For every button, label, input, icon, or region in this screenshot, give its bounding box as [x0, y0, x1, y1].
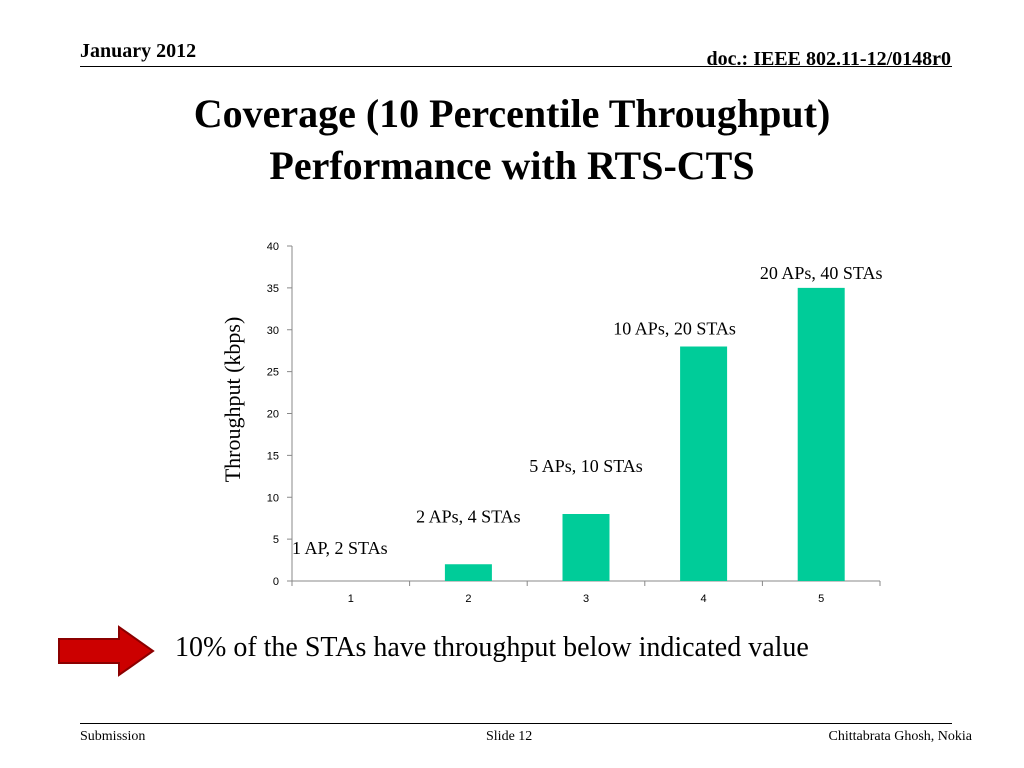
y-tick-label: 10 [267, 492, 279, 504]
bar-5 [797, 287, 845, 581]
header-divider [80, 66, 952, 67]
callout-text: 10% of the STAs have throughput below in… [175, 632, 809, 663]
x-tick-label: 4 [701, 593, 707, 605]
footer-divider [80, 723, 952, 724]
y-tick-label: 20 [267, 409, 279, 421]
y-tick-label: 40 [267, 241, 279, 253]
y-tick-label: 35 [267, 283, 279, 295]
data-label: 2 APs, 4 STAs [416, 506, 521, 526]
slide-title: Coverage (10 Percentile Throughput) Perf… [0, 88, 1024, 192]
slide-title-line-1: Coverage (10 Percentile Throughput) [193, 91, 831, 136]
x-tick-label: 1 [348, 593, 354, 605]
y-tick-label: 15 [267, 450, 279, 462]
y-tick-label: 5 [273, 534, 279, 546]
footer-author: Chittabrata Ghosh, Nokia [828, 729, 972, 744]
x-tick-label: 5 [818, 593, 824, 605]
y-tick-label: 30 [267, 325, 279, 337]
bar-4 [680, 346, 728, 581]
data-label: 20 APs, 40 STAs [760, 263, 883, 283]
footer-slide-number: Slide 12 [486, 729, 533, 744]
y-tick-label: 25 [267, 367, 279, 379]
y-axis-label: Throughput (kbps) [220, 317, 245, 483]
slide-title-line-2: Performance with RTS-CTS [269, 143, 755, 188]
header-doc-id: doc.: IEEE 802.11-12/0148r0 [706, 48, 951, 70]
bar-3 [562, 514, 610, 581]
y-tick-label: 0 [273, 576, 279, 588]
footer-submission: Submission [80, 729, 146, 744]
bar-2 [444, 564, 492, 581]
header-date: January 2012 [80, 40, 197, 62]
data-label: 1 AP, 2 STAs [292, 538, 388, 558]
x-tick-label: 2 [465, 593, 471, 605]
data-label: 10 APs, 20 STAs [613, 319, 736, 339]
data-label: 5 APs, 10 STAs [529, 456, 643, 476]
right-arrow-icon [58, 625, 155, 677]
x-tick-label: 3 [583, 593, 589, 605]
